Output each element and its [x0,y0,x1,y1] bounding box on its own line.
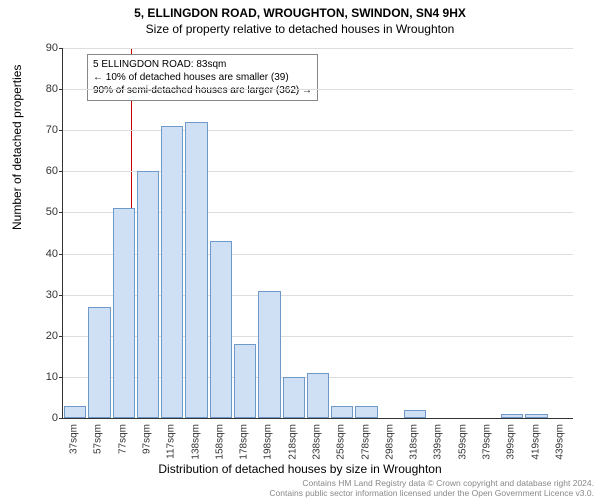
xtick-label: 419sqm [530,424,541,460]
ytick-label: 0 [40,412,58,424]
xtick-label: 318sqm [409,424,420,460]
license-line-2: Contains public sector information licen… [269,488,594,498]
xtick-label: 238sqm [312,424,323,460]
xtick-label: 97sqm [142,424,153,454]
bar [234,344,256,418]
xtick-label: 298sqm [384,424,395,460]
xtick-label: 178sqm [239,424,250,460]
ytick-label: 50 [40,206,58,218]
bar [185,122,207,418]
xtick-label: 399sqm [506,424,517,460]
y-axis-label: Number of detached properties [10,65,24,230]
chart-container: 5, ELLINGDON ROAD, WROUGHTON, SWINDON, S… [0,0,600,500]
bar [161,126,183,418]
bar [501,414,523,418]
license-text: Contains HM Land Registry data © Crown c… [269,478,594,498]
ytick-mark [59,48,63,49]
ytick-label: 40 [40,248,58,260]
chart-title: 5, ELLINGDON ROAD, WROUGHTON, SWINDON, S… [0,0,600,20]
x-axis-label: Distribution of detached houses by size … [0,462,600,476]
bar [88,307,110,418]
ytick-mark [59,377,63,378]
xtick-label: 158sqm [214,424,225,460]
ytick-label: 30 [40,289,58,301]
ytick-mark [59,89,63,90]
gridline [63,48,573,49]
xtick-label: 218sqm [287,424,298,460]
xtick-label: 339sqm [433,424,444,460]
ytick-mark [59,212,63,213]
xtick-label: 57sqm [93,424,104,454]
xtick-label: 117sqm [166,424,177,459]
ytick-label: 90 [40,42,58,54]
bar [210,241,232,418]
annotation-box: 5 ELLINGDON ROAD: 83sqm ← 10% of detache… [87,54,318,101]
ytick-label: 20 [40,330,58,342]
annotation-line-2: ← 10% of detached houses are smaller (39… [93,71,312,84]
ytick-label: 70 [40,124,58,136]
bar [525,414,547,418]
plot-area: 5 ELLINGDON ROAD: 83sqm ← 10% of detache… [62,48,573,419]
bar [331,406,353,418]
xtick-label: 77sqm [117,424,128,454]
license-line-1: Contains HM Land Registry data © Crown c… [269,478,594,488]
ytick-label: 60 [40,165,58,177]
annotation-line-1: 5 ELLINGDON ROAD: 83sqm [93,58,312,71]
xtick-label: 439sqm [554,424,565,460]
xtick-label: 258sqm [336,424,347,460]
bar [283,377,305,418]
bar [137,171,159,418]
xtick-label: 359sqm [457,424,468,460]
ytick-mark [59,254,63,255]
bar [307,373,329,418]
bar [64,406,86,418]
xtick-label: 37sqm [69,424,80,454]
xtick-label: 198sqm [263,424,274,460]
ytick-mark [59,418,63,419]
chart-subtitle: Size of property relative to detached ho… [0,20,600,36]
ytick-mark [59,336,63,337]
ytick-mark [59,171,63,172]
bar [355,406,377,418]
ytick-label: 80 [40,83,58,95]
gridline [63,89,573,90]
xtick-label: 138sqm [190,424,201,460]
gridline [63,130,573,131]
annotation-line-3: 90% of semi-detached houses are larger (… [93,84,312,97]
ytick-mark [59,130,63,131]
bar [404,410,426,418]
xtick-label: 379sqm [482,424,493,460]
bar [258,291,280,418]
bar [113,208,135,418]
ytick-mark [59,295,63,296]
ytick-label: 10 [40,371,58,383]
xtick-label: 278sqm [360,424,371,460]
